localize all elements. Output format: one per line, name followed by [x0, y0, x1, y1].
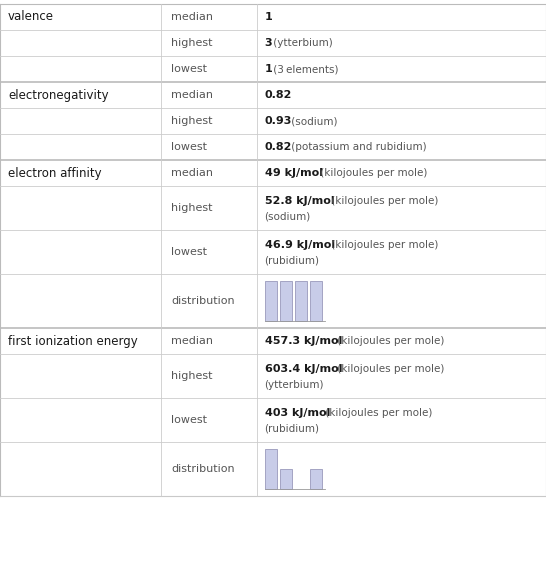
- Text: lowest: lowest: [171, 247, 207, 257]
- Text: electron affinity: electron affinity: [8, 166, 102, 180]
- Text: 603.4 kJ/mol: 603.4 kJ/mol: [265, 364, 342, 375]
- Bar: [265, 449, 277, 489]
- Bar: [295, 281, 307, 321]
- Text: (3 elements): (3 elements): [270, 64, 339, 74]
- Text: 49 kJ/mol: 49 kJ/mol: [265, 168, 323, 178]
- Text: (kilojoules per mole): (kilojoules per mole): [328, 196, 438, 206]
- Text: 0.93: 0.93: [265, 116, 292, 126]
- Text: median: median: [171, 336, 213, 346]
- Text: 1: 1: [265, 12, 272, 22]
- Text: 0.82: 0.82: [265, 142, 292, 152]
- Bar: [280, 469, 292, 489]
- Text: (kilojoules per mole): (kilojoules per mole): [334, 364, 444, 375]
- Text: distribution: distribution: [171, 296, 235, 306]
- Bar: [280, 281, 292, 321]
- Text: median: median: [171, 168, 213, 178]
- Text: lowest: lowest: [171, 142, 207, 152]
- Text: (sodium): (sodium): [288, 116, 337, 126]
- Text: electronegativity: electronegativity: [8, 89, 109, 101]
- Text: lowest: lowest: [171, 415, 207, 425]
- Text: highest: highest: [171, 203, 212, 213]
- Text: median: median: [171, 90, 213, 100]
- Text: median: median: [171, 12, 213, 22]
- Text: distribution: distribution: [171, 464, 235, 474]
- Text: highest: highest: [171, 38, 212, 48]
- Text: (kilojoules per mole): (kilojoules per mole): [334, 336, 444, 346]
- Text: (ytterbium): (ytterbium): [265, 380, 324, 390]
- Bar: [310, 281, 322, 321]
- Text: highest: highest: [171, 371, 212, 381]
- Text: lowest: lowest: [171, 64, 207, 74]
- Text: valence: valence: [8, 10, 54, 23]
- Text: (rubidium): (rubidium): [265, 424, 319, 434]
- Text: 1: 1: [265, 64, 272, 74]
- Text: (sodium): (sodium): [265, 212, 311, 222]
- Text: (potassium and rubidium): (potassium and rubidium): [288, 142, 426, 152]
- Bar: [265, 281, 277, 321]
- Text: 46.9 kJ/mol: 46.9 kJ/mol: [265, 240, 335, 251]
- Text: (kilojoules per mole): (kilojoules per mole): [328, 240, 438, 251]
- Text: (ytterbium): (ytterbium): [270, 38, 333, 48]
- Text: 3: 3: [265, 38, 272, 48]
- Text: first ionization energy: first ionization energy: [8, 335, 138, 348]
- Text: highest: highest: [171, 116, 212, 126]
- Text: 457.3 kJ/mol: 457.3 kJ/mol: [265, 336, 342, 346]
- Text: (rubidium): (rubidium): [265, 256, 319, 266]
- Text: 403 kJ/mol: 403 kJ/mol: [265, 408, 330, 418]
- Text: 0.82: 0.82: [265, 90, 292, 100]
- Text: 52.8 kJ/mol: 52.8 kJ/mol: [265, 196, 334, 206]
- Text: (kilojoules per mole): (kilojoules per mole): [322, 408, 433, 418]
- Text: (kilojoules per mole): (kilojoules per mole): [317, 168, 427, 178]
- Bar: [310, 469, 322, 489]
